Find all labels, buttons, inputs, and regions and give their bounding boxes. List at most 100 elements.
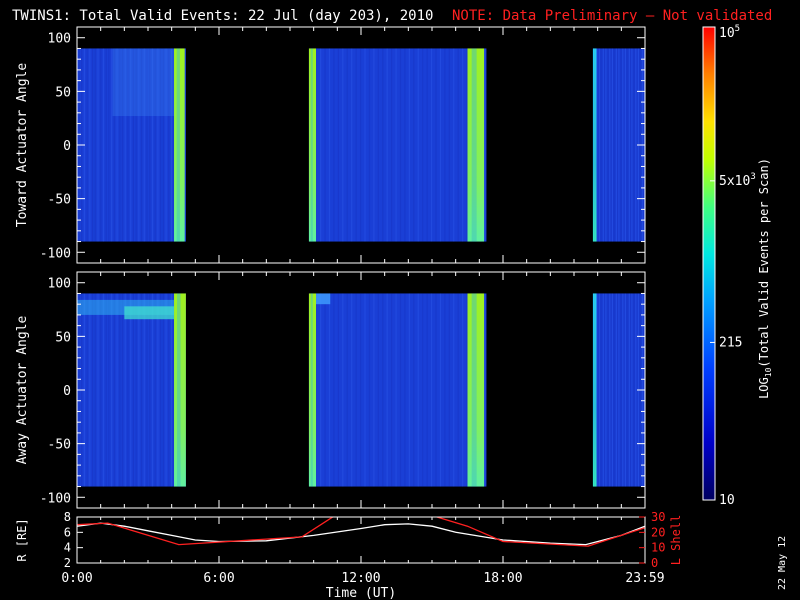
texture-line <box>602 293 604 487</box>
texture-line <box>614 48 616 242</box>
texture-line <box>143 293 145 487</box>
y-tick-label: 100 <box>48 277 71 292</box>
texture-line <box>484 293 486 487</box>
y-tick-label: 0 <box>63 384 71 399</box>
texture-line <box>165 293 167 487</box>
enhanced-band-core <box>124 306 175 320</box>
texture-line <box>382 293 384 487</box>
texture-line <box>439 48 442 242</box>
texture-line <box>333 48 335 242</box>
x-tick-label: 6:00 <box>203 571 234 586</box>
colorbar-tick-label: 215 <box>719 335 742 350</box>
texture-line <box>105 293 107 487</box>
texture-line <box>453 48 455 242</box>
r-line <box>77 522 645 546</box>
texture-line <box>633 293 636 487</box>
texture-line <box>422 293 424 487</box>
texture-line <box>630 48 632 242</box>
texture-line <box>342 48 344 242</box>
texture-line <box>138 293 140 487</box>
band-stripe <box>310 48 313 242</box>
colorbar-tick-label: 10 <box>719 493 735 508</box>
texture-line <box>430 48 433 242</box>
texture-line <box>633 48 636 242</box>
texture-line <box>422 48 424 242</box>
texture-line <box>168 293 170 487</box>
texture-line <box>444 48 446 242</box>
data-segment <box>77 293 186 487</box>
texture-line <box>399 293 402 487</box>
texture-line <box>615 48 617 242</box>
band-stripe <box>176 293 181 487</box>
superscript: 3 <box>750 172 755 182</box>
texture-line <box>351 48 353 242</box>
texture-line <box>102 293 105 487</box>
texture-line <box>609 48 611 242</box>
texture-line <box>613 293 615 487</box>
texture-line <box>601 48 603 242</box>
texture-line <box>132 293 134 487</box>
texture-line <box>146 293 148 487</box>
texture-line <box>140 48 143 242</box>
texture-line <box>606 293 608 487</box>
texture-line <box>124 48 126 242</box>
texture-line <box>111 48 113 242</box>
y-tick-label: 0 <box>63 139 71 154</box>
texture-line <box>596 293 598 487</box>
texture-line <box>355 293 357 487</box>
texture-line <box>149 48 151 242</box>
texture-line <box>184 48 186 242</box>
y-axis-label-right: L Shell <box>669 515 683 566</box>
y-tick-label: 6 <box>64 525 71 539</box>
texture-line <box>603 293 606 487</box>
texture-line <box>426 293 428 487</box>
texture-line <box>315 48 317 242</box>
y-tick-label: 2 <box>64 556 71 570</box>
texture-line <box>619 293 621 487</box>
texture-line <box>373 48 375 242</box>
y-tick-label: 4 <box>64 541 71 555</box>
texture-line <box>324 48 326 242</box>
texture-line <box>623 48 625 242</box>
texture-line <box>165 48 167 242</box>
texture-line <box>86 293 88 487</box>
texture-line <box>146 48 148 242</box>
texture-line <box>609 293 611 487</box>
colorbar-tick-label: 105 <box>719 24 740 41</box>
texture-line <box>622 48 624 242</box>
y-tick-label: 8 <box>64 510 71 524</box>
band-stripe <box>176 48 180 242</box>
texture-line <box>615 293 617 487</box>
texture-line <box>154 293 156 487</box>
texture-line <box>130 48 132 242</box>
texture-line <box>598 293 600 487</box>
texture-line <box>346 48 348 242</box>
texture-line <box>121 48 124 242</box>
colorbar-label: LOG10(Total Valid Events per Scan) <box>757 158 773 399</box>
texture-line <box>160 293 162 487</box>
texture-line <box>102 48 105 242</box>
texture-line <box>121 293 124 487</box>
texture-line <box>635 48 637 242</box>
texture-line <box>135 48 137 242</box>
x-tick-label: 0:00 <box>61 571 92 586</box>
texture-line <box>119 48 121 242</box>
texture-line <box>628 293 630 487</box>
texture-line <box>417 48 419 242</box>
texture-line <box>462 293 464 487</box>
texture-line <box>607 293 610 487</box>
texture-line <box>324 293 326 487</box>
texture-line <box>359 293 362 487</box>
texture-line <box>632 293 634 487</box>
texture-line <box>359 48 362 242</box>
texture-line <box>111 293 113 487</box>
texture-line <box>377 48 379 242</box>
texture-line <box>328 293 331 487</box>
texture-line <box>328 48 331 242</box>
texture-line <box>368 48 371 242</box>
band-stripe <box>593 293 596 487</box>
x-tick-label: 12:00 <box>341 571 380 586</box>
texture-line <box>426 48 428 242</box>
